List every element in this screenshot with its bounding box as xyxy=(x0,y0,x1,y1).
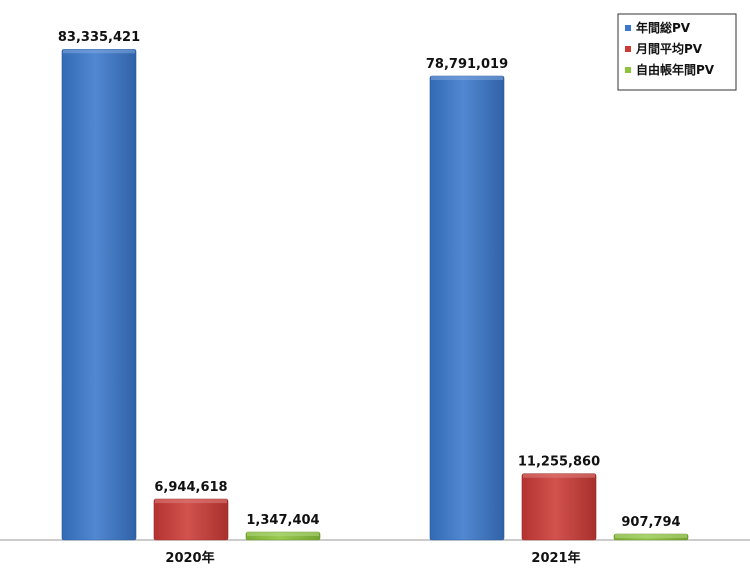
bar-1-1 xyxy=(61,48,137,541)
legend-marker-3 xyxy=(625,67,631,73)
bar-top-highlight xyxy=(431,76,503,81)
value-label-1-1: 83,335,421 xyxy=(58,30,140,45)
legend-label-2: 月間平均PV xyxy=(635,41,703,56)
bar-top-highlight xyxy=(155,499,227,504)
value-label-1-2: 78,791,019 xyxy=(426,57,508,72)
bar-top-highlight xyxy=(63,49,135,54)
bars-layer xyxy=(61,48,689,541)
bar-top-highlight xyxy=(615,534,687,538)
legend-label-1: 年間総PV xyxy=(636,20,691,35)
value-label-3-1: 1,347,404 xyxy=(246,513,319,528)
legend-box xyxy=(617,13,737,91)
value-label-3-2: 907,794 xyxy=(621,515,680,530)
bar-2-1 xyxy=(153,498,229,541)
category-label-2: 2021年 xyxy=(531,550,580,566)
value-label-2-2: 11,255,860 xyxy=(518,455,600,470)
bar-top-highlight xyxy=(523,473,595,478)
legend: 年間総PV 月間平均PV 自由帳年間PV xyxy=(617,13,737,91)
value-labels-layer: 83,335,421 6,944,618 1,347,404 78,791,019 11… xyxy=(58,30,681,530)
bar-1-2 xyxy=(429,75,505,541)
category-labels-layer: 2020年 2021年 xyxy=(165,550,580,566)
legend-marker-2 xyxy=(625,46,631,52)
category-label-1: 2020年 xyxy=(165,550,214,566)
legend-marker-1 xyxy=(625,25,631,31)
value-label-2-1: 6,944,618 xyxy=(154,480,227,495)
legend-label-3: 自由帳年間PV xyxy=(636,62,715,77)
bar-top-highlight xyxy=(247,532,319,537)
bar-2-2 xyxy=(521,473,597,541)
